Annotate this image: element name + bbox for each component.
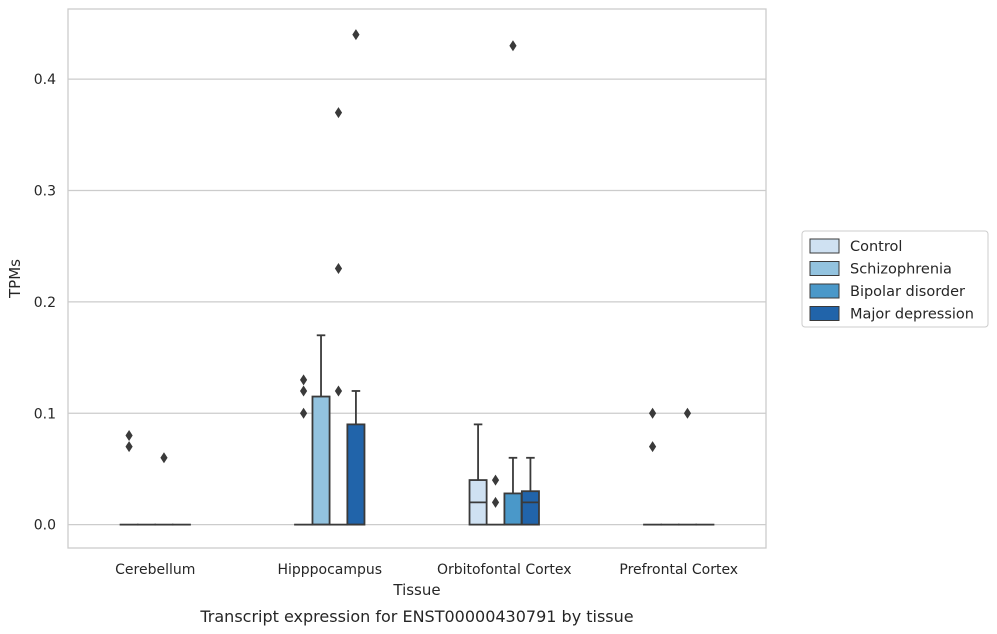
box <box>311 395 331 526</box>
y-tick-label: 0.4 <box>34 72 56 88</box>
box <box>346 423 366 526</box>
outlier-point <box>491 474 500 486</box>
outlier-point <box>683 407 692 419</box>
box-group <box>311 334 331 526</box>
legend: Control Schizophrenia Bipolar disorder Majo… <box>801 230 989 328</box>
x-tick-label: Orbitofontal Cortex <box>437 562 572 578</box>
legend-frame <box>801 230 989 328</box>
outlier-point <box>509 40 517 52</box>
box-group <box>678 407 697 526</box>
legend-swatch <box>809 283 840 299</box>
legend-label: Control <box>850 239 902 255</box>
box <box>520 490 540 526</box>
box-series-group <box>119 29 715 526</box>
y-tick-label: 0.0 <box>34 518 56 534</box>
legend-label: Major depression <box>850 307 974 323</box>
y-tick-label: 0.1 <box>34 406 56 422</box>
box-group <box>119 430 139 526</box>
box-group <box>329 107 348 526</box>
legend-label: Bipolar disorder <box>850 284 965 300</box>
x-tick-labels: Cerebellum Hipppocampus Orbitofontal Corte… <box>115 562 738 578</box>
outlier-point <box>334 385 343 397</box>
y-gridlines <box>68 78 766 526</box>
box-group <box>486 474 505 526</box>
outlier-point <box>125 441 133 453</box>
outlier-point <box>491 496 500 508</box>
y-axis-label: TPMs <box>6 259 24 299</box>
x-tick-label: Prefrontal Cortex <box>619 562 738 578</box>
outlier-point <box>352 29 360 41</box>
chart-caption: Transcript expression for ENST0000043079… <box>199 607 633 626</box>
legend-label: Schizophrenia <box>850 262 952 278</box>
box-group <box>468 423 488 526</box>
outlier-point <box>648 441 657 453</box>
box-group <box>503 40 523 526</box>
x-tick-label: Cerebellum <box>115 562 195 578</box>
y-tick-labels: 0.0 0.1 0.2 0.3 0.4 <box>34 72 56 533</box>
outlier-point <box>334 107 343 119</box>
box-group <box>154 452 174 526</box>
legend-swatch <box>809 306 840 321</box>
legend-swatch <box>809 261 840 276</box>
box <box>503 492 523 526</box>
box-group <box>346 29 366 526</box>
plot-area-frame <box>67 8 767 549</box>
box-group <box>520 456 540 526</box>
outlier-point <box>299 374 308 386</box>
outlier-point <box>125 430 133 442</box>
outlier-point <box>334 262 343 274</box>
outlier-point <box>299 407 308 419</box>
box-group <box>294 374 314 526</box>
box-group <box>643 407 663 526</box>
y-tick-label: 0.3 <box>34 184 56 200</box>
x-tick-label: Hipppocampus <box>277 562 382 578</box>
legend-swatch <box>809 238 840 254</box>
outlier-point <box>160 452 168 464</box>
y-tick-label: 0.2 <box>34 295 56 311</box>
outlier-point <box>299 385 308 397</box>
x-axis-label: Tissue <box>392 581 440 599</box>
outlier-point <box>648 407 657 419</box>
